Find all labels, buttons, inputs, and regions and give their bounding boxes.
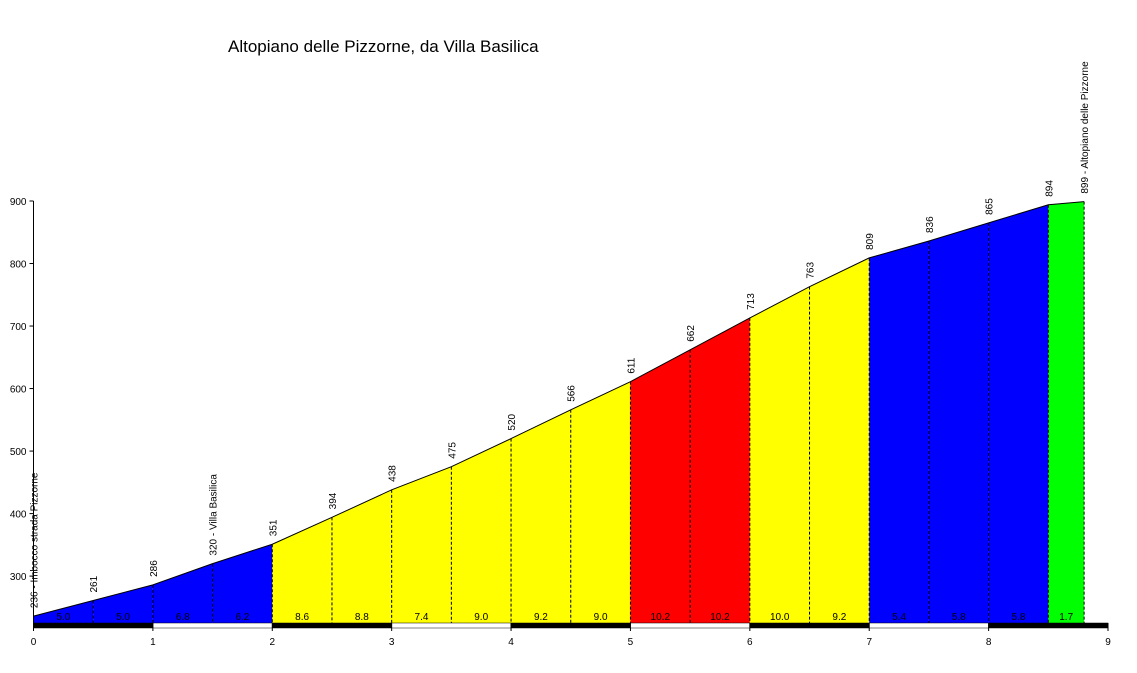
y-tick-label: 900 bbox=[10, 197, 27, 208]
y-tick-label: 300 bbox=[10, 572, 27, 583]
gradient-segment bbox=[451, 438, 512, 623]
gradient-label: 9.2 bbox=[832, 612, 846, 623]
point-label: 475 bbox=[447, 442, 458, 459]
km-bar bbox=[152, 622, 273, 629]
point-label: 286 bbox=[149, 560, 160, 577]
km-bar bbox=[391, 622, 512, 629]
gradient-label: 8.6 bbox=[295, 612, 309, 623]
gradient-segment bbox=[331, 489, 392, 623]
gradient-segment bbox=[928, 222, 989, 624]
y-tick-label: 700 bbox=[10, 322, 27, 333]
km-bar bbox=[988, 622, 1109, 629]
x-tick-label: 2 bbox=[269, 637, 275, 648]
y-tick-label: 400 bbox=[10, 510, 27, 521]
gradient-label: 6.2 bbox=[235, 612, 249, 623]
km-bar bbox=[630, 622, 751, 629]
x-tick-label: 7 bbox=[866, 637, 872, 648]
x-tick-label: 9 bbox=[1105, 637, 1111, 648]
gradient-label: 10.2 bbox=[651, 612, 671, 623]
point-label: 809 bbox=[865, 233, 876, 250]
gradient-segment bbox=[988, 204, 1049, 624]
x-tick-label: 8 bbox=[986, 637, 992, 648]
point-label: 611 bbox=[626, 357, 637, 373]
gradient-label: 1.7 bbox=[1059, 612, 1073, 623]
gradient-label: 10.2 bbox=[710, 612, 730, 623]
x-tick-label: 0 bbox=[31, 637, 37, 648]
x-tick-label: 1 bbox=[150, 637, 156, 648]
gradient-segment bbox=[690, 317, 750, 623]
point-label: 520 bbox=[507, 413, 518, 430]
gradient-label: 7.4 bbox=[415, 612, 429, 623]
gradient-segment bbox=[869, 241, 929, 624]
x-tick-label: 6 bbox=[747, 637, 753, 648]
gradient-segment bbox=[93, 584, 153, 623]
gradient-segment bbox=[749, 286, 810, 623]
x-tick-label: 5 bbox=[628, 637, 634, 648]
chart-title: Altopiano delle Pizzorne, da Villa Basil… bbox=[228, 37, 539, 56]
gradient-segment bbox=[809, 257, 870, 623]
point-label: 566 bbox=[567, 385, 578, 402]
y-tick-label: 600 bbox=[10, 385, 27, 396]
gradient-label: 8.8 bbox=[355, 612, 369, 623]
point-label: 894 bbox=[1044, 180, 1055, 197]
km-bar bbox=[868, 622, 989, 629]
point-label: 899 - Altopiano delle Pizzorne bbox=[1080, 61, 1091, 194]
gradient-label: 10.0 bbox=[770, 612, 790, 623]
point-label: 836 bbox=[925, 216, 936, 233]
gradient-label: 6.8 bbox=[176, 612, 190, 623]
gradient-label: 5.0 bbox=[56, 612, 70, 623]
km-bar bbox=[510, 622, 631, 629]
point-label: 351 bbox=[268, 519, 279, 536]
gradient-segment bbox=[570, 381, 631, 623]
gradient-segment bbox=[152, 563, 213, 623]
km-bar bbox=[272, 622, 392, 629]
point-label: 763 bbox=[806, 262, 817, 279]
gradient-segment bbox=[212, 544, 273, 623]
gradient-segment bbox=[391, 466, 452, 623]
point-label: 236 - Imbocco strada Pizzorne bbox=[30, 472, 41, 608]
gradient-segment bbox=[630, 349, 691, 623]
point-label: 320 - Villa Basilica bbox=[209, 474, 220, 556]
km-bar bbox=[749, 622, 870, 629]
point-label: 394 bbox=[328, 492, 339, 509]
point-label: 438 bbox=[388, 465, 399, 482]
gradient-label: 9.0 bbox=[474, 612, 488, 623]
x-tick-label: 4 bbox=[508, 637, 514, 648]
point-label: 865 bbox=[985, 198, 996, 215]
gradient-segment bbox=[511, 409, 571, 623]
gradient-label: 5.8 bbox=[1012, 612, 1026, 623]
gradient-segment bbox=[1048, 201, 1085, 623]
y-tick-label: 800 bbox=[10, 260, 27, 271]
gradient-label: 5.8 bbox=[952, 612, 966, 623]
point-label: 261 bbox=[89, 575, 100, 592]
gradient-label: 5.0 bbox=[116, 612, 130, 623]
y-tick-label: 500 bbox=[10, 447, 27, 458]
gradient-label: 5.4 bbox=[892, 612, 906, 623]
gradient-label: 9.0 bbox=[594, 612, 608, 623]
point-label: 713 bbox=[746, 293, 757, 310]
x-tick-label: 3 bbox=[389, 637, 395, 648]
km-bar bbox=[33, 622, 154, 629]
point-label: 662 bbox=[686, 325, 697, 342]
gradient-label: 9.2 bbox=[534, 612, 548, 623]
gradient-segment bbox=[33, 600, 94, 623]
gradient-segment bbox=[272, 517, 332, 623]
